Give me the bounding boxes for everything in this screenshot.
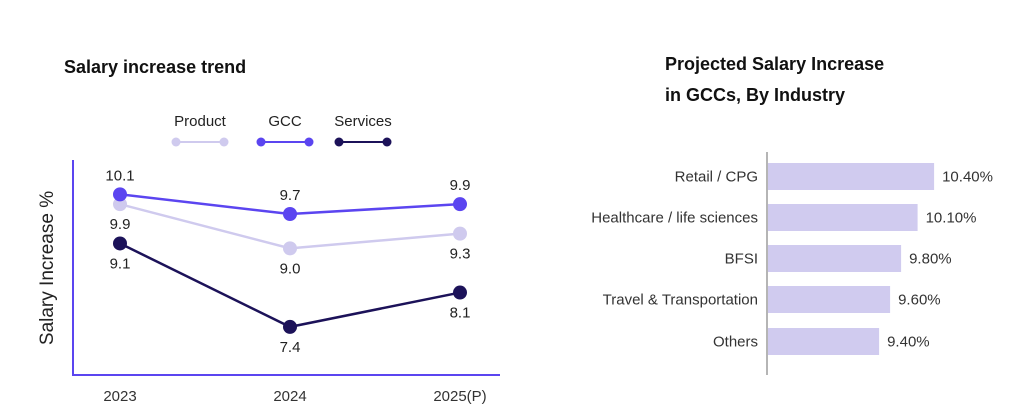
bar-category-label: Others (713, 334, 758, 351)
data-label-product-2024: 9.0 (280, 260, 301, 277)
data-label-gcc-2023: 10.1 (105, 167, 134, 184)
data-point-product-2023 (113, 197, 127, 212)
data-point-product-2024 (283, 241, 297, 256)
data-point-services-2024 (283, 319, 297, 334)
bar-chart-title-line-2: in GCCs, By Industry (665, 85, 846, 105)
bar-healthcare-life-sciences (768, 204, 918, 231)
bar-retail-cpg (768, 163, 935, 190)
bar-value-label: 9.40% (887, 334, 930, 351)
bar-category-label: Retail / CPG (675, 169, 758, 186)
legend-marker-product (219, 137, 229, 147)
data-label-gcc-2025(P): 9.9 (450, 177, 471, 194)
data-label-product-2023: 9.9 (110, 216, 131, 233)
data-point-services-2023 (113, 236, 127, 251)
legend-marker-services (334, 137, 344, 147)
legend-label-services: Services (334, 113, 392, 130)
bar-travel-transportation (768, 286, 891, 313)
data-label-gcc-2024: 9.7 (280, 187, 301, 204)
bar-value-label: 10.40% (942, 169, 993, 186)
data-point-services-2025(P) (453, 285, 467, 300)
series-line-services (119, 242, 461, 329)
legend-label-gcc: GCC (268, 113, 302, 130)
data-point-gcc-2025(P) (453, 197, 467, 212)
y-axis-label: Salary Increase % (37, 191, 58, 345)
bar-chart-title-line-1: Projected Salary Increase (665, 54, 885, 74)
legend-marker-gcc (304, 137, 314, 147)
x-tick-label-2023: 2023 (103, 388, 136, 405)
data-point-gcc-2024 (283, 207, 297, 221)
bar-chart-title: Projected Salary Increase in GCCs, By In… (665, 49, 884, 111)
data-label-services-2025(P): 8.1 (450, 305, 471, 322)
data-label-product-2025(P): 9.3 (450, 246, 471, 263)
bar-category-label: Healthcare / life sciences (591, 210, 758, 227)
legend-marker-gcc (256, 137, 266, 147)
line-chart-title: Salary increase trend (64, 57, 247, 77)
legend-marker-product (171, 137, 181, 147)
bar-value-label: 10.10% (926, 210, 977, 227)
data-label-services-2023: 9.1 (110, 255, 131, 272)
bar-value-label: 9.60% (898, 292, 941, 309)
bar-bfsi (768, 245, 902, 272)
bar-value-label: 9.80% (909, 251, 952, 268)
bar-category-label: BFSI (725, 251, 758, 268)
x-tick-label-2024: 2024 (273, 388, 306, 405)
legend-marker-services (382, 137, 392, 147)
legend-label-product: Product (174, 113, 227, 130)
data-point-gcc-2023 (113, 187, 127, 202)
bar-category-label: Travel & Transportation (603, 292, 758, 309)
data-point-product-2025(P) (453, 226, 467, 241)
bar-others (768, 328, 880, 355)
data-label-services-2024: 7.4 (280, 339, 301, 356)
x-tick-label-2025(P): 2025(P) (433, 388, 486, 405)
